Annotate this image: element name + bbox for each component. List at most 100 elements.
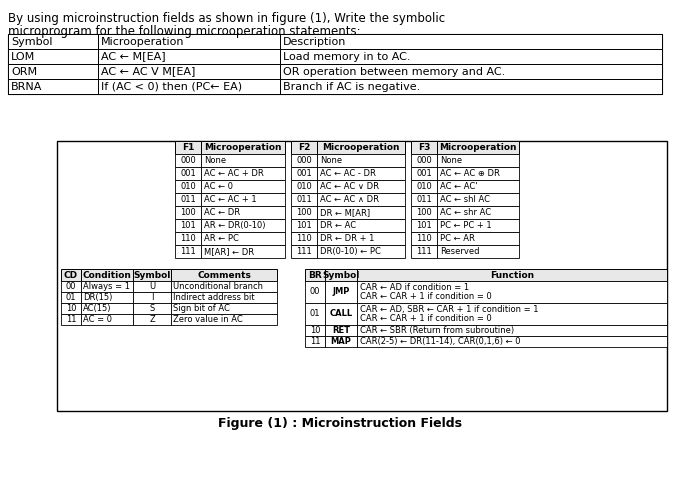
Text: CAR(2-5) ← DR(11-14), CAR(0,1,6) ← 0: CAR(2-5) ← DR(11-14), CAR(0,1,6) ← 0 bbox=[360, 337, 521, 346]
Bar bbox=[305, 269, 325, 281]
Bar bbox=[61, 303, 81, 314]
Bar bbox=[305, 281, 325, 303]
Text: Zero value in AC: Zero value in AC bbox=[173, 315, 243, 324]
Text: None: None bbox=[320, 156, 342, 165]
Bar bbox=[280, 79, 662, 94]
Text: 00: 00 bbox=[310, 287, 320, 296]
Text: Microoperation: Microoperation bbox=[101, 36, 185, 46]
Bar bbox=[61, 292, 81, 303]
Text: PC ← PC + 1: PC ← PC + 1 bbox=[440, 221, 492, 230]
Bar bbox=[411, 167, 437, 180]
Bar bbox=[81, 281, 133, 292]
Bar bbox=[291, 193, 317, 206]
Bar bbox=[437, 193, 519, 206]
Text: AC ← AC - DR: AC ← AC - DR bbox=[320, 169, 376, 178]
Text: 111: 111 bbox=[296, 247, 312, 256]
Text: Microoperation: Microoperation bbox=[204, 143, 282, 152]
Bar bbox=[317, 232, 405, 245]
Text: 001: 001 bbox=[416, 169, 432, 178]
Bar bbox=[133, 314, 171, 325]
Bar bbox=[201, 154, 285, 167]
Bar bbox=[280, 49, 662, 64]
Text: ORM: ORM bbox=[11, 66, 37, 76]
Text: AC ← AC ∨ DR: AC ← AC ∨ DR bbox=[320, 182, 379, 191]
Bar bbox=[201, 141, 285, 154]
Text: CAR ← AD, SBR ← CAR + 1 if condition = 1: CAR ← AD, SBR ← CAR + 1 if condition = 1 bbox=[360, 305, 538, 314]
Text: AC ← shr AC: AC ← shr AC bbox=[440, 208, 491, 217]
Text: OR operation between memory and AC.: OR operation between memory and AC. bbox=[283, 66, 505, 76]
Text: DR ← DR + 1: DR ← DR + 1 bbox=[320, 234, 374, 243]
Bar bbox=[357, 303, 667, 325]
Bar bbox=[291, 245, 317, 258]
Text: Condition: Condition bbox=[83, 270, 132, 279]
Text: Comments: Comments bbox=[197, 270, 251, 279]
Text: 111: 111 bbox=[416, 247, 432, 256]
Bar bbox=[317, 245, 405, 258]
Text: Branch if AC is negative.: Branch if AC is negative. bbox=[283, 81, 420, 91]
Bar bbox=[175, 180, 201, 193]
Text: 101: 101 bbox=[416, 221, 432, 230]
Bar bbox=[133, 292, 171, 303]
Text: AC ← DR: AC ← DR bbox=[204, 208, 240, 217]
Bar bbox=[171, 281, 277, 292]
Bar bbox=[411, 180, 437, 193]
Bar bbox=[175, 219, 201, 232]
Text: Description: Description bbox=[283, 36, 346, 46]
Text: Load memory in to AC.: Load memory in to AC. bbox=[283, 51, 411, 61]
Text: RET: RET bbox=[332, 326, 350, 335]
Bar bbox=[291, 206, 317, 219]
Bar bbox=[98, 34, 280, 49]
Text: 110: 110 bbox=[416, 234, 432, 243]
Bar bbox=[305, 336, 325, 347]
Bar bbox=[8, 34, 98, 49]
Bar bbox=[8, 49, 98, 64]
Text: CALL: CALL bbox=[329, 309, 352, 318]
Text: 01: 01 bbox=[310, 309, 320, 318]
Bar bbox=[411, 141, 437, 154]
Text: Symbol: Symbol bbox=[133, 270, 170, 279]
Text: AC ← 0: AC ← 0 bbox=[204, 182, 233, 191]
Text: Symbol: Symbol bbox=[11, 36, 52, 46]
Bar bbox=[175, 232, 201, 245]
Text: 100: 100 bbox=[296, 208, 312, 217]
Text: AC ← AC + 1: AC ← AC + 1 bbox=[204, 195, 257, 204]
Text: BR: BR bbox=[308, 270, 322, 279]
Bar bbox=[61, 314, 81, 325]
Text: Z: Z bbox=[149, 315, 155, 324]
Bar bbox=[437, 219, 519, 232]
Text: 011: 011 bbox=[296, 195, 312, 204]
Bar bbox=[61, 281, 81, 292]
Bar bbox=[201, 219, 285, 232]
Text: Figure (1) : Microinstruction Fields: Figure (1) : Microinstruction Fields bbox=[217, 417, 462, 430]
Bar bbox=[437, 180, 519, 193]
Text: 100: 100 bbox=[180, 208, 196, 217]
Text: 010: 010 bbox=[416, 182, 432, 191]
Text: F3: F3 bbox=[418, 143, 430, 152]
Bar bbox=[171, 292, 277, 303]
Text: CAR ← SBR (Return from subroutine): CAR ← SBR (Return from subroutine) bbox=[360, 326, 514, 335]
Text: By using microinstruction fields as shown in figure (1), Write the symbolic: By using microinstruction fields as show… bbox=[8, 12, 445, 25]
Text: Sign bit of AC: Sign bit of AC bbox=[173, 304, 230, 313]
Bar bbox=[81, 314, 133, 325]
Text: 010: 010 bbox=[296, 182, 312, 191]
Bar bbox=[317, 154, 405, 167]
Bar bbox=[437, 167, 519, 180]
Text: 10: 10 bbox=[66, 304, 76, 313]
Bar bbox=[81, 292, 133, 303]
Bar bbox=[291, 141, 317, 154]
Bar bbox=[291, 167, 317, 180]
Text: 011: 011 bbox=[416, 195, 432, 204]
Bar bbox=[357, 269, 667, 281]
Text: DR(0-10) ← PC: DR(0-10) ← PC bbox=[320, 247, 381, 256]
Text: 111: 111 bbox=[180, 247, 196, 256]
Text: 100: 100 bbox=[416, 208, 432, 217]
Text: 000: 000 bbox=[416, 156, 432, 165]
Text: 11: 11 bbox=[310, 337, 320, 346]
Text: None: None bbox=[204, 156, 226, 165]
Text: 10: 10 bbox=[310, 326, 320, 335]
Text: M[AR] ← DR: M[AR] ← DR bbox=[204, 247, 254, 256]
Text: Symbol: Symbol bbox=[323, 270, 360, 279]
Text: microprogram for the following microoperation statements:: microprogram for the following microoper… bbox=[8, 25, 361, 38]
Bar bbox=[357, 281, 667, 303]
Bar bbox=[317, 180, 405, 193]
